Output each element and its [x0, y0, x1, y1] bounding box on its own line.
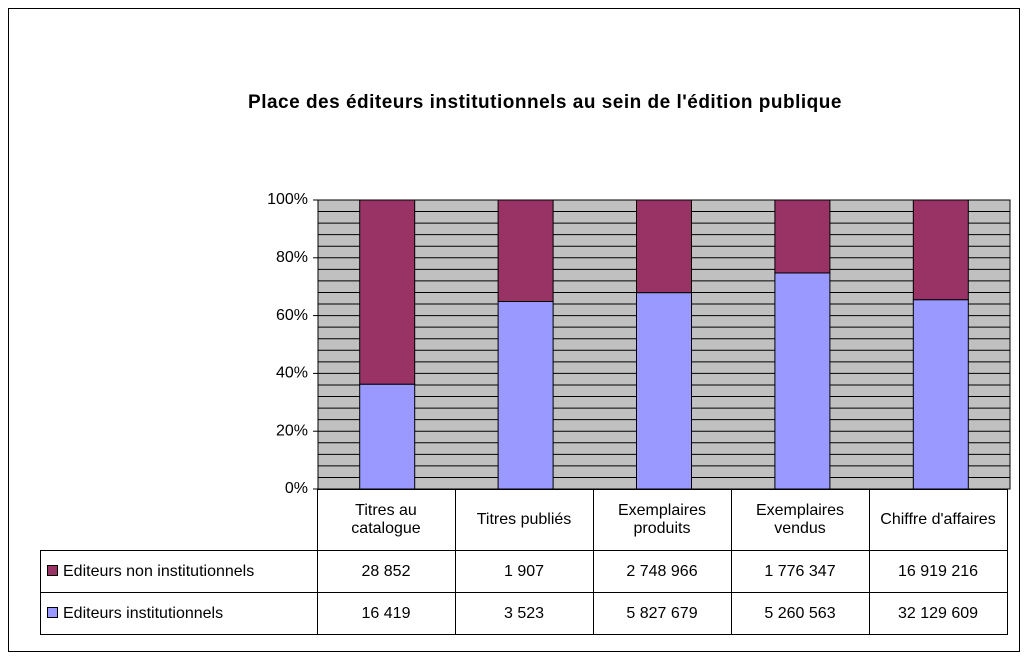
- y-tick-label: 60%: [276, 307, 308, 324]
- bar-segment: [497, 300, 554, 490]
- bar-segment: [912, 299, 969, 490]
- data-table: Titres au catalogue Titres publiés Exempla…: [40, 489, 1008, 635]
- bar-segment: [359, 199, 416, 385]
- series-row: Editeurs institutionnels 16 419 3 523 5 827…: [40, 592, 1008, 635]
- blank-cell: [41, 490, 318, 551]
- legend-cell: Editeurs non institutionnels: [40, 550, 318, 593]
- legend-key: [47, 606, 58, 618]
- value-cell: 16 919 216: [868, 550, 1008, 593]
- bar-segment: [774, 272, 831, 490]
- bar-segment: [774, 199, 831, 274]
- value-cell: 32 129 609: [868, 592, 1008, 635]
- y-tick-label: 20%: [276, 422, 308, 439]
- bar-segment: [359, 383, 416, 490]
- category-cell: Titres au catalogue: [316, 489, 456, 551]
- value-cell: 2 748 966: [592, 550, 732, 593]
- series-row: Editeurs non institutionnels 28 852 1 907 2…: [40, 550, 1008, 593]
- category-cell: Chiffre d'affaires: [868, 489, 1008, 551]
- y-tick-label: 40%: [276, 365, 308, 382]
- value-cell: 16 419: [316, 592, 456, 635]
- bar-segment: [497, 199, 554, 302]
- y-tick-label: 100%: [267, 191, 308, 208]
- value-cell: 5 260 563: [730, 592, 870, 635]
- y-tick-label: 0%: [285, 480, 308, 497]
- value-cell: 3 523: [454, 592, 594, 635]
- legend-label: Editeurs institutionnels: [63, 604, 224, 622]
- value-cell: 1 776 347: [730, 550, 870, 593]
- value-cell: 5 827 679: [592, 592, 732, 635]
- value-cell: 28 852: [316, 550, 456, 593]
- bar-segment: [912, 199, 969, 301]
- legend-label: Editeurs non institutionnels: [63, 562, 255, 580]
- legend-cell: Editeurs institutionnels: [40, 592, 318, 635]
- value-cell: 1 907: [454, 550, 594, 593]
- bar-segment: [636, 199, 692, 294]
- chart-title: Place des éditeurs institutionnels au se…: [248, 92, 842, 113]
- y-tick-label: 80%: [276, 249, 308, 266]
- category-cell: Titres publiés: [454, 489, 594, 551]
- legend-key: [47, 564, 58, 576]
- header-row: Titres au catalogue Titres publiés Exempla…: [41, 489, 1008, 551]
- bar-segment: [636, 292, 692, 490]
- category-cell: Exemplaires vendus: [730, 489, 870, 551]
- category-cell: Exemplaires produits: [592, 489, 732, 551]
